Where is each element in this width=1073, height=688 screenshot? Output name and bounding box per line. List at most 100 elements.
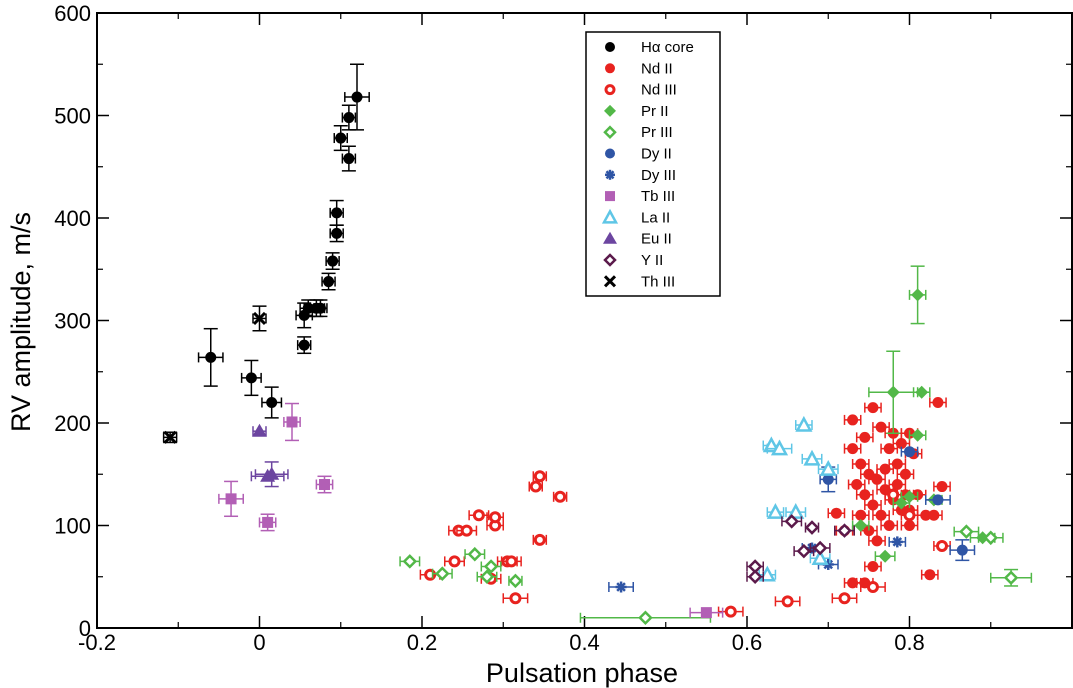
marker-circle	[605, 42, 615, 52]
marker-open-circle	[529, 480, 542, 493]
data-point	[486, 511, 504, 524]
marker-square	[605, 191, 615, 202]
plot-frame	[96, 12, 1073, 629]
marker-circle	[904, 520, 915, 531]
data-point	[864, 402, 882, 414]
data-point	[476, 569, 498, 585]
marker-open-triangle	[787, 503, 805, 519]
data-point	[804, 520, 820, 535]
legend-label: La II	[641, 209, 670, 226]
data-point	[977, 530, 1004, 546]
series-nd-iii	[419, 470, 951, 618]
marker-circle	[936, 481, 948, 493]
marker-circle	[928, 509, 940, 521]
data-point	[912, 385, 931, 399]
marker-square	[319, 479, 330, 490]
data-point	[689, 607, 724, 619]
marker-diamond	[915, 385, 929, 399]
legend: Hα core Nd II Nd III Pr II Pr III Dy II Dy III…	[585, 31, 721, 297]
data-point	[933, 540, 951, 552]
marker-open-diamond	[638, 610, 653, 626]
marker-open-circle	[903, 509, 916, 522]
data-point	[896, 468, 915, 480]
y-tick-label: 300	[54, 309, 91, 334]
marker-circle	[875, 421, 887, 433]
data-point	[843, 443, 862, 455]
series-y-ii	[746, 514, 855, 585]
data-point	[774, 595, 801, 608]
marker-open-diamond	[435, 566, 450, 581]
data-point	[933, 481, 951, 493]
marker-circle	[847, 443, 859, 455]
data-point	[795, 415, 813, 432]
data-point	[295, 302, 314, 329]
data-point	[831, 592, 858, 605]
marker-circle	[331, 227, 343, 239]
marker-circle	[891, 458, 903, 470]
data-point	[872, 421, 890, 433]
marker-open-diamond	[1003, 570, 1019, 586]
data-marks	[162, 63, 1033, 626]
marker-circle	[899, 468, 911, 480]
marker-open-circle	[554, 490, 567, 503]
marker-open-circle	[489, 511, 502, 524]
data-point	[888, 536, 907, 548]
marker-circle	[847, 414, 859, 426]
data-point	[480, 559, 502, 574]
marker-open-circle	[866, 581, 879, 593]
marker-circle	[855, 509, 867, 521]
data-point	[843, 414, 862, 426]
marker-circle	[327, 255, 339, 267]
data-point	[399, 554, 421, 569]
marker-open-triangle	[766, 503, 785, 519]
data-point	[868, 473, 886, 485]
marker-circle	[343, 112, 355, 124]
data-point	[508, 573, 523, 589]
marker-open-diamond	[983, 530, 999, 546]
marker-circle	[847, 577, 859, 589]
marker-square	[262, 516, 274, 528]
marker-circle	[605, 148, 615, 159]
legend-label: Hα core	[641, 39, 694, 56]
marker-circle	[924, 569, 936, 581]
data-point	[920, 569, 939, 581]
marker-circle	[875, 509, 887, 521]
marker-circle	[883, 520, 895, 531]
legend-label: Tb III	[641, 188, 675, 205]
legend-label: Pr II	[641, 103, 669, 120]
data-point	[315, 475, 334, 494]
series-pr-iii	[399, 524, 1033, 626]
data-point	[801, 449, 823, 466]
data-point	[809, 540, 831, 556]
data-point	[868, 350, 919, 434]
marker-cross-stroke	[252, 311, 267, 326]
marker-circle	[343, 153, 355, 165]
data-point	[860, 581, 886, 593]
marker-open-circle	[724, 605, 737, 618]
marker-diamond	[878, 549, 892, 563]
marker-circle	[855, 458, 867, 470]
marker-open-circle	[533, 533, 546, 546]
data-point	[990, 568, 1033, 587]
data-point	[847, 479, 866, 490]
marker-circle	[266, 397, 278, 408]
marker-asterisk-stroke	[605, 170, 615, 180]
legend-box	[585, 31, 721, 297]
y-tick-label: 600	[54, 1, 91, 26]
marker-open-diamond	[796, 543, 812, 559]
data-point	[252, 305, 267, 332]
marker-diamond	[886, 385, 900, 399]
data-point	[929, 397, 947, 408]
marker-circle	[830, 507, 842, 519]
data-point	[456, 524, 478, 537]
data-point	[766, 439, 793, 456]
data-point	[321, 272, 336, 291]
data-point	[431, 566, 453, 581]
data-point	[502, 592, 529, 605]
legend-label: Th III	[641, 273, 675, 290]
data-point	[900, 520, 919, 531]
data-point	[864, 499, 882, 511]
marker-open-diamond	[402, 554, 418, 569]
